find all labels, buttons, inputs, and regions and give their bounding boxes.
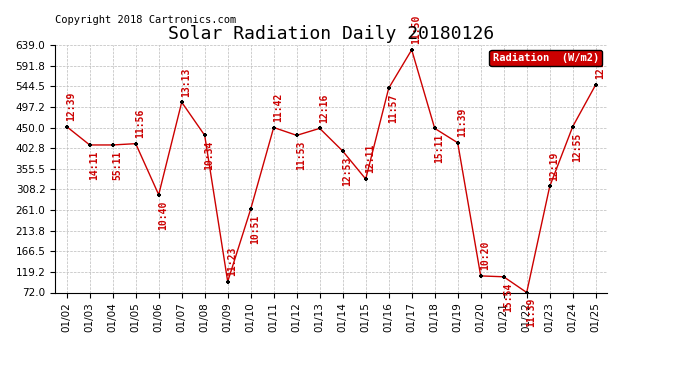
Point [222, 279, 233, 285]
Text: 10:51: 10:51 [250, 214, 260, 244]
Point [337, 148, 348, 154]
Point [521, 290, 532, 296]
Point [429, 125, 440, 131]
Point [107, 142, 118, 148]
Text: 55:11: 55:11 [112, 150, 122, 180]
Text: 12:19: 12:19 [549, 152, 559, 181]
Point [360, 176, 371, 182]
Point [84, 142, 95, 148]
Text: 12:55: 12:55 [572, 132, 582, 162]
Point [406, 47, 417, 53]
Point [176, 99, 187, 105]
Legend: Radiation  (W/m2): Radiation (W/m2) [489, 50, 602, 66]
Text: 12:39: 12:39 [66, 92, 76, 121]
Point [544, 183, 555, 189]
Point [61, 124, 72, 130]
Text: 12:11: 12:11 [365, 144, 375, 174]
Text: 14:11: 14:11 [89, 150, 99, 180]
Text: 11:42: 11:42 [273, 93, 283, 122]
Point [475, 273, 486, 279]
Point [452, 140, 463, 146]
Text: 15:11: 15:11 [434, 134, 444, 163]
Text: 13:13: 13:13 [181, 67, 191, 97]
Point [590, 82, 601, 88]
Text: 12:16: 12:16 [319, 93, 329, 123]
Text: Copyright 2018 Cartronics.com: Copyright 2018 Cartronics.com [55, 15, 237, 25]
Text: 11:39: 11:39 [457, 108, 467, 137]
Text: 11:53: 11:53 [296, 141, 306, 170]
Text: 15:54: 15:54 [503, 282, 513, 312]
Point [291, 132, 302, 138]
Point [314, 125, 325, 131]
Text: 11:50: 11:50 [411, 15, 421, 44]
Text: 11:39: 11:39 [526, 298, 536, 327]
Text: 11:56: 11:56 [135, 109, 145, 138]
Point [498, 274, 509, 280]
Text: 10:40: 10:40 [158, 200, 168, 230]
Point [268, 124, 279, 130]
Point [383, 85, 394, 91]
Text: 10:20: 10:20 [480, 241, 490, 270]
Text: 11:23: 11:23 [227, 247, 237, 276]
Text: 10:34: 10:34 [204, 141, 214, 170]
Text: 12:44: 12:44 [595, 50, 605, 79]
Point [567, 124, 578, 130]
Title: Solar Radiation Daily 20180126: Solar Radiation Daily 20180126 [168, 26, 494, 44]
Text: 12:53: 12:53 [342, 157, 352, 186]
Point [199, 132, 210, 138]
Point [245, 206, 256, 212]
Point [153, 192, 164, 198]
Text: 11:57: 11:57 [388, 94, 398, 123]
Point [130, 141, 141, 147]
